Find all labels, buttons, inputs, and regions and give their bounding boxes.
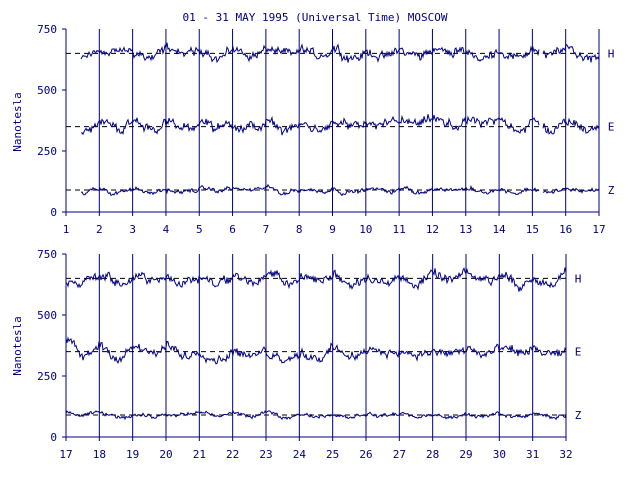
series-label-h: H [608, 47, 615, 60]
chart-title: 01 - 31 MAY 1995 (Universal Time) MOSCOW [183, 11, 448, 24]
x-tick-label: 9 [329, 223, 336, 236]
series-label-z: Z [575, 409, 582, 422]
x-tick-label: 4 [163, 223, 170, 236]
series-label-e: E [575, 346, 582, 359]
x-tick-label: 7 [263, 223, 270, 236]
y-tick-label: 0 [50, 206, 57, 219]
x-tick-label: 14 [492, 223, 506, 236]
x-tick-label: 18 [93, 448, 106, 461]
x-tick-label: 13 [459, 223, 472, 236]
panel-bottom: 17 18 19 20 21 22 23 24 25 26 27 28 29 30 31 32 0 250 500 7… [37, 248, 582, 461]
x-tick-label: 31 [526, 448, 539, 461]
y-tick-label: 750 [37, 248, 57, 261]
y-tick-label: 250 [37, 370, 57, 383]
y-axis-label-bottom: Nanotesla [11, 316, 24, 376]
x-tick-label: 20 [159, 448, 172, 461]
series-label-z: Z [608, 184, 615, 197]
x-tick-label: 3 [129, 223, 136, 236]
series-line-h [65, 267, 567, 292]
series-line-e [80, 114, 600, 136]
x-tick-label: 12 [426, 223, 439, 236]
series-label-h: H [575, 272, 582, 285]
series-line-e [65, 336, 567, 365]
x-tick-label: 30 [493, 448, 506, 461]
x-tick-label: 23 [259, 448, 272, 461]
y-tick-label: 500 [37, 84, 57, 97]
series-line-z [65, 409, 567, 421]
y-tick-label: 250 [37, 145, 57, 158]
y-tick-label: 0 [50, 431, 57, 444]
x-tick-label: 22 [226, 448, 239, 461]
x-tick-label: 24 [293, 448, 307, 461]
x-tick-label: 19 [126, 448, 139, 461]
x-tick-label: 16 [559, 223, 572, 236]
y-axis-label-top: Nanotesla [11, 92, 24, 152]
x-tick-label: 32 [559, 448, 572, 461]
x-tick-label: 17 [59, 448, 72, 461]
x-tick-label: 26 [359, 448, 372, 461]
x-tick-label: 25 [326, 448, 339, 461]
x-tick-label: 1 [63, 223, 70, 236]
x-tick-label: 2 [96, 223, 103, 236]
x-tick-label: 28 [426, 448, 439, 461]
series-line-z [80, 183, 600, 197]
y-tick-label: 750 [37, 23, 57, 36]
x-tick-label: 29 [459, 448, 472, 461]
x-tick-label: 5 [196, 223, 203, 236]
x-tick-label: 11 [393, 223, 406, 236]
series-line-h [80, 42, 600, 64]
x-tick-label: 21 [193, 448, 206, 461]
x-tick-label: 6 [229, 223, 236, 236]
x-tick-label: 8 [296, 223, 303, 236]
x-tick-label: 15 [526, 223, 539, 236]
series-label-e: E [608, 121, 615, 134]
x-tick-label: 27 [393, 448, 406, 461]
y-tick-label: 500 [37, 309, 57, 322]
x-tick-label: 10 [359, 223, 372, 236]
x-tick-label: 17 [592, 223, 605, 236]
